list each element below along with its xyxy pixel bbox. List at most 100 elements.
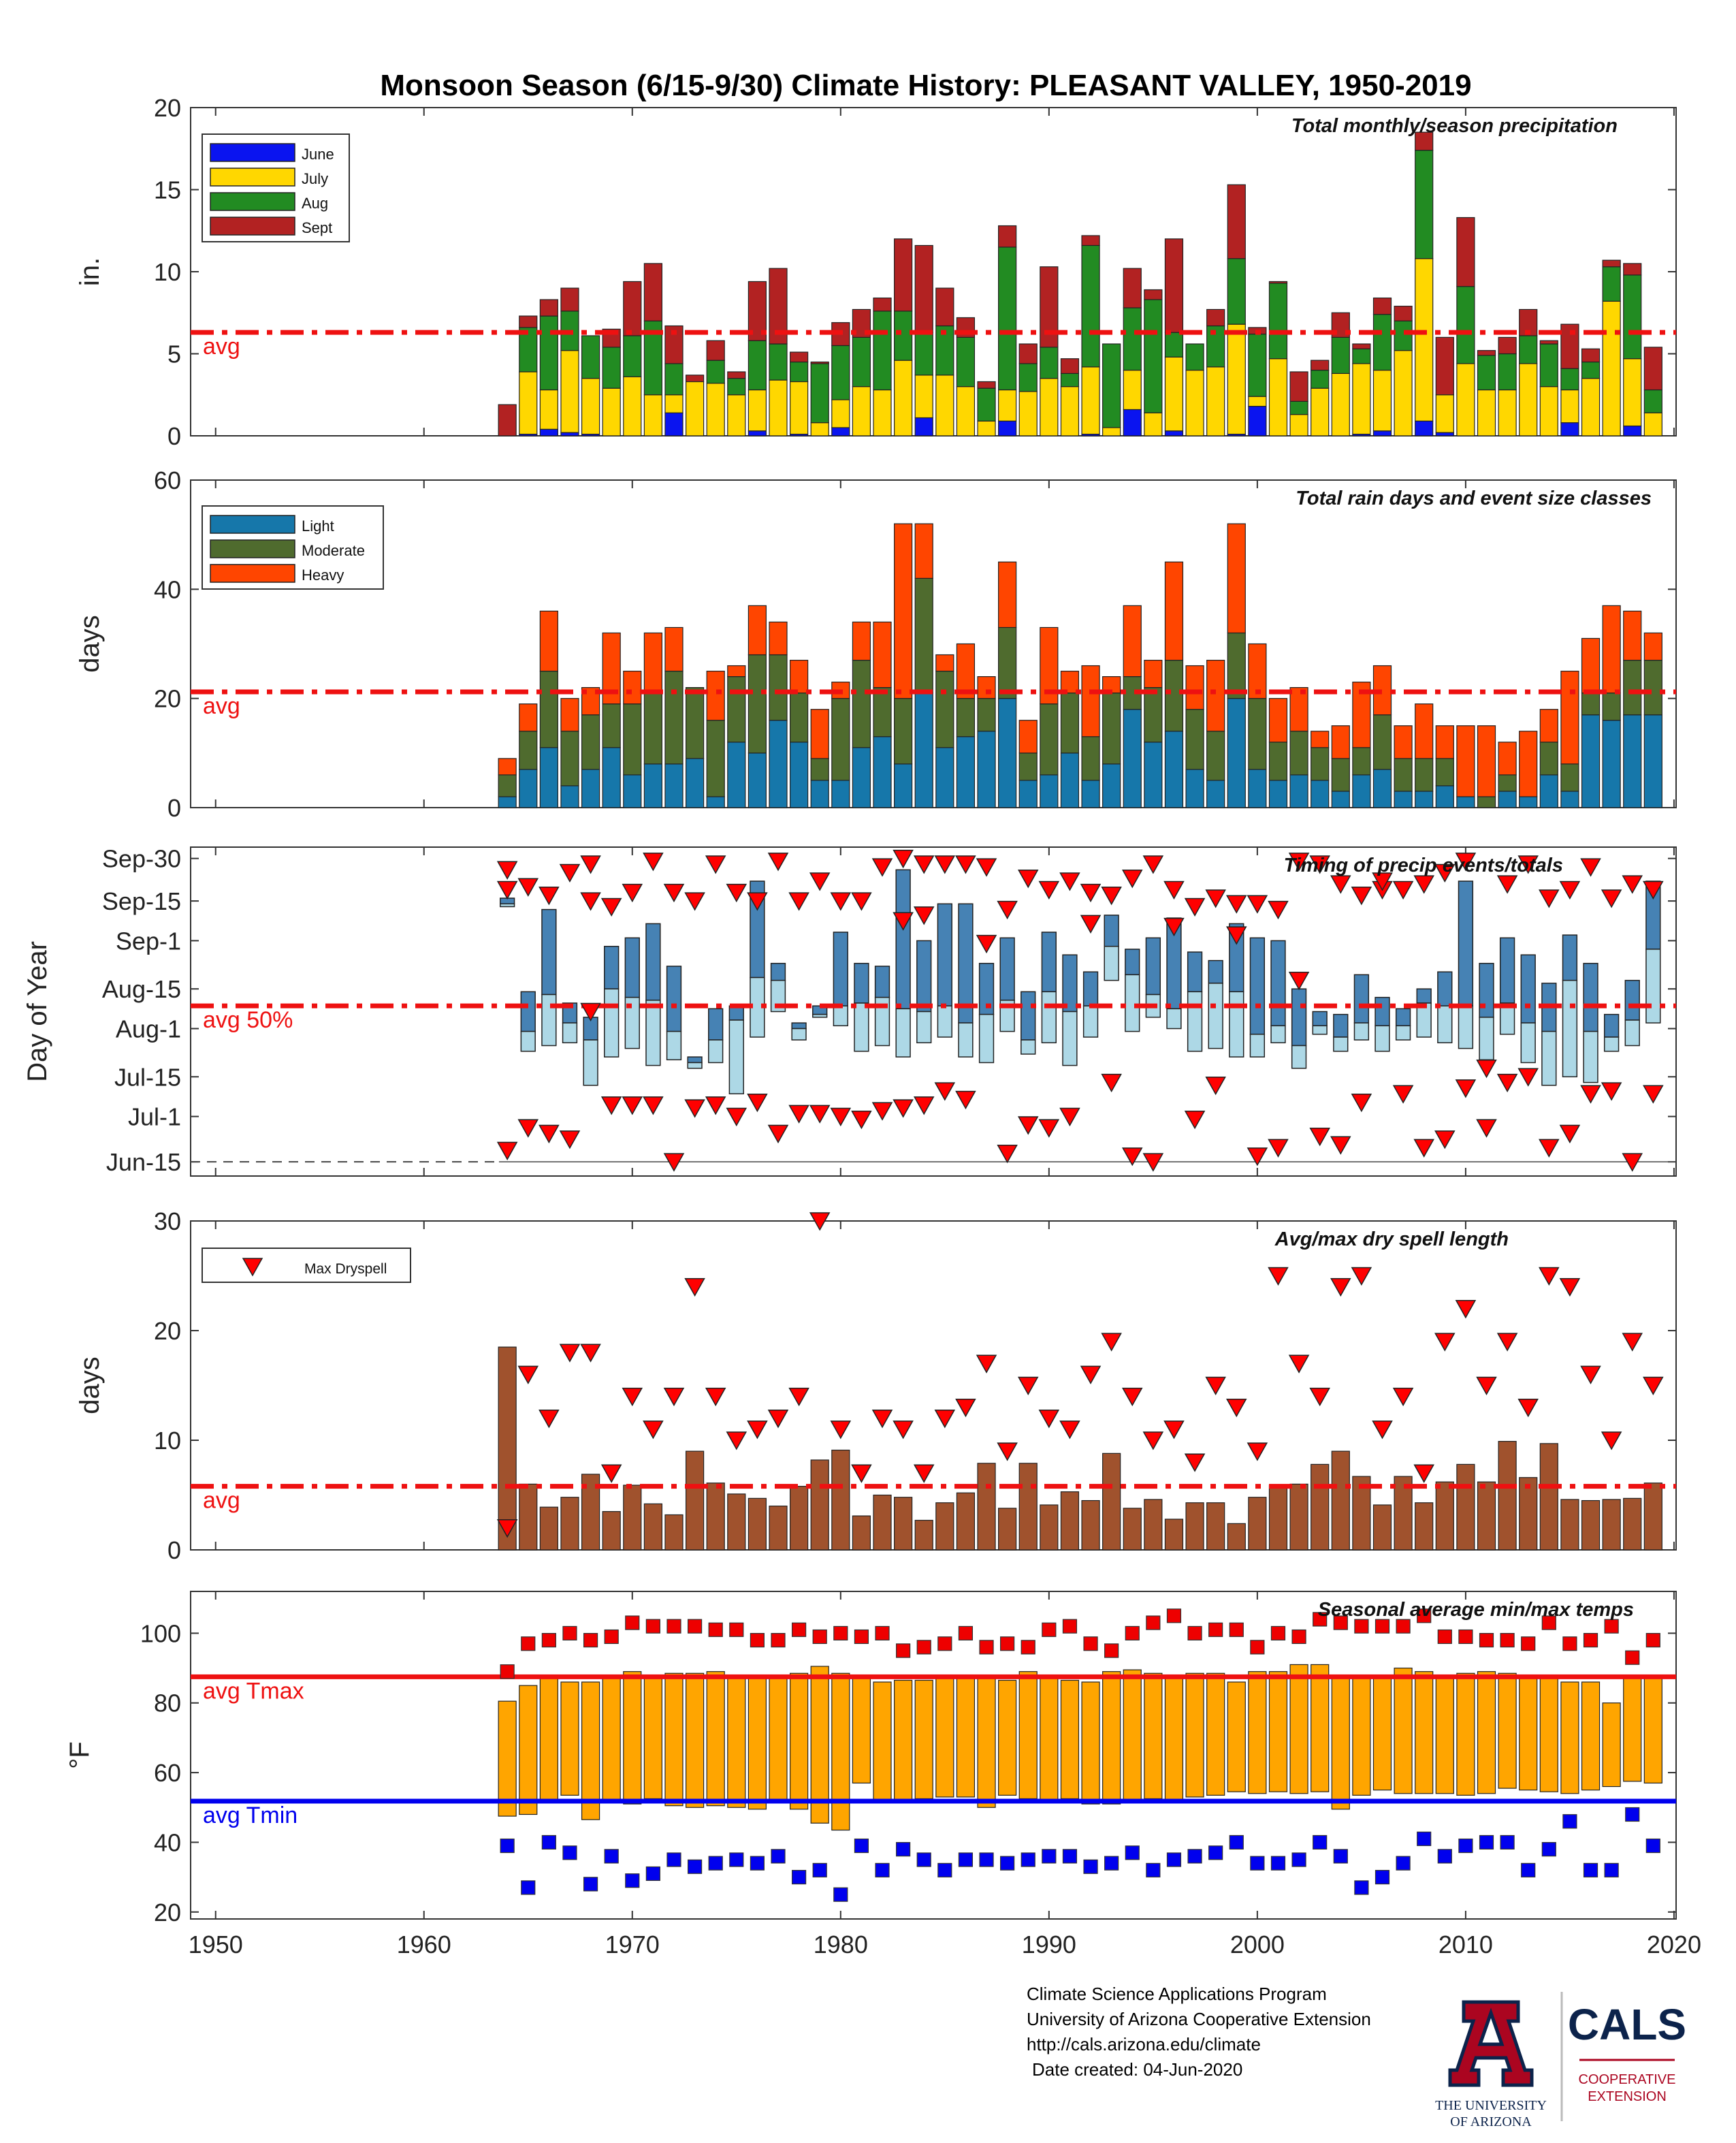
raindays-bar [769,654,788,721]
timing-marker [517,1119,539,1138]
timing-lower-box [854,1002,869,1052]
temp-range-bar [1164,1674,1184,1801]
y-tick-label: 60 [154,1759,181,1787]
timing-marker [1351,887,1372,906]
precip-bar [1435,336,1454,396]
raindays-bar [1040,703,1059,776]
min-temp-marker [1104,1856,1119,1871]
precip-bar [1372,430,1392,436]
raindays-bar [998,626,1017,699]
dryspell-bar [498,1346,517,1551]
raindays-bar [1060,670,1080,694]
timing-marker [976,858,997,877]
precip-bar [1268,283,1288,360]
timing-upper-box [854,962,869,1004]
raindays-bar [748,605,767,656]
raindays-bar [498,774,517,797]
ua-logo-line2: OF ARIZONA [1450,2114,1532,2129]
timing-lower-box [833,1005,848,1027]
legend-marker [242,1258,263,1277]
timing-marker [622,1096,643,1115]
timing-upper-box [1583,962,1598,1032]
max-temp-marker [1375,1619,1390,1634]
timing-lower-box [1229,991,1244,1058]
max-dryspell-marker [851,1464,872,1483]
timing-upper-box [833,932,848,1006]
max-temp-marker [1604,1619,1619,1634]
raindays-bar [1144,687,1163,743]
precip-bar [956,336,976,387]
precip-bar [1352,343,1371,349]
timing-marker [1247,1147,1268,1166]
timing-marker [1017,1116,1039,1135]
max-dryspell-marker [1643,1376,1664,1396]
dryspell-bar [685,1450,705,1551]
y-axis-label: in. [75,257,105,286]
timing-upper-box [895,869,911,1010]
footer-date: Date created: 04-Jun-2020 [1032,2059,1243,2080]
max-temp-marker [1583,1633,1598,1648]
timing-marker [1476,1119,1497,1138]
dryspell-bar [1185,1502,1204,1551]
timing-upper-box [1208,959,1223,984]
dryspell-bar [1164,1519,1184,1551]
legend-swatch [210,168,295,187]
timing-lower-box [1062,1011,1078,1066]
timing-marker [767,1124,789,1144]
timing-marker [1517,1068,1539,1087]
precip-bar [1268,281,1288,284]
max-temp-marker [521,1636,536,1651]
cals-sub1: COOPERATIVE [1579,2072,1676,2087]
raindays-bar [602,747,621,808]
legend-swatch [210,217,295,236]
raindays-bar [748,752,767,808]
precip-bar [1248,406,1267,436]
raindays-bar [1560,791,1579,808]
max-temp-marker [500,1664,515,1679]
raindays-bar [1435,758,1454,787]
timing-marker [643,853,664,872]
dryspell-bar [894,1497,913,1551]
max-temp-marker [687,1619,703,1634]
max-dryspell-marker [1225,1398,1247,1418]
raindays-bar [560,785,579,808]
max-temp-marker [812,1629,827,1645]
precip-bar [706,360,725,384]
timing-upper-box [1603,1013,1620,1038]
dryspell-legend [202,1248,411,1283]
precip-bar [623,335,642,377]
dryspell-bar [1623,1497,1642,1551]
precip-bar [831,427,850,436]
temp-range-bar [956,1678,976,1798]
timing-lower-box [1291,1045,1307,1069]
dryspell-bar [1498,1441,1517,1551]
precip-bar [810,422,829,436]
precip-bar [1602,300,1621,436]
precip-bar [1352,363,1371,435]
min-temp-marker [1604,1862,1619,1877]
temp-range-bar [1248,1671,1267,1794]
temp-range-bar [1352,1674,1371,1796]
x-tick-label: 2020 [1647,1931,1701,1958]
timing-lower-box [1603,1036,1620,1052]
max-dryspell-marker [517,1365,539,1384]
temp-range-bar [498,1700,517,1817]
legend-swatch [210,564,295,583]
temp-range-bar [894,1679,913,1801]
timing-marker [1434,1130,1456,1149]
min-temp-marker [1291,1852,1306,1867]
dryspell-bar [935,1502,954,1551]
max-temp-marker [896,1643,911,1658]
max-temp-marker [1146,1615,1161,1630]
timing-upper-box [916,940,932,1013]
timing-marker [1539,889,1560,908]
y-axis-label: Day of Year [22,941,52,1082]
precip-bar [1081,235,1100,247]
min-temp-marker [1083,1859,1098,1874]
timing-lower-box [1416,1002,1432,1038]
max-temp-marker [916,1640,931,1655]
precip-bar [1435,394,1454,433]
timing-marker [1559,880,1581,900]
temp-range-bar [1415,1671,1434,1794]
timing-marker [976,934,997,954]
